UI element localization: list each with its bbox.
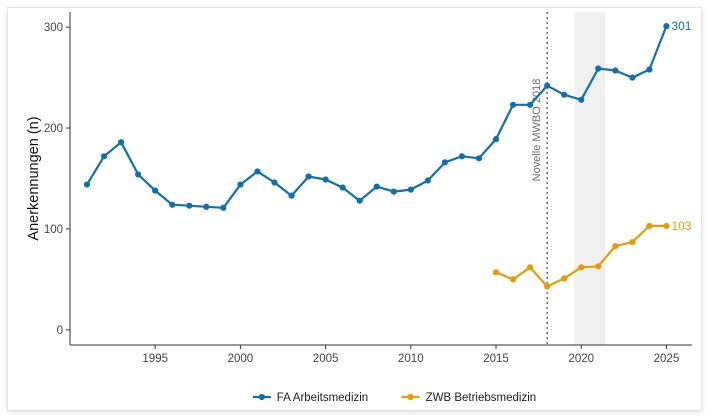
data-point	[544, 283, 551, 290]
data-point	[339, 184, 346, 191]
novelle-annotation-label: Novelle MWBO 2018	[531, 79, 543, 182]
series-end-label: 301	[671, 19, 691, 33]
legend-key-point	[258, 393, 265, 401]
data-point	[305, 173, 312, 180]
data-point	[356, 197, 363, 204]
data-point	[578, 96, 585, 103]
data-point	[322, 176, 329, 183]
shaded-period	[574, 12, 606, 345]
data-point	[595, 263, 602, 270]
x-tick-label: 1995	[142, 353, 168, 365]
x-tick-label: 2000	[228, 353, 254, 365]
series-end-label: 103	[671, 219, 691, 233]
data-point	[118, 139, 125, 146]
data-point	[595, 65, 602, 72]
data-point	[169, 201, 176, 208]
data-point	[527, 264, 534, 271]
data-point	[254, 168, 261, 175]
data-point	[561, 275, 568, 282]
data-point	[544, 82, 551, 89]
data-point	[629, 74, 636, 81]
data-point	[492, 269, 500, 276]
data-point	[629, 238, 636, 246]
y-axis-title: Anerkennungen (n)	[26, 116, 42, 240]
data-point	[646, 222, 653, 230]
y-tick-label: 0	[57, 325, 63, 337]
data-point	[390, 188, 397, 195]
x-tick-label: 2010	[398, 353, 424, 365]
legend-key-point	[407, 393, 414, 401]
data-point	[612, 243, 619, 250]
data-point	[288, 192, 295, 199]
data-point	[100, 153, 108, 160]
data-point	[220, 204, 227, 211]
data-point	[578, 264, 585, 271]
data-point	[509, 276, 517, 283]
data-point	[407, 186, 414, 193]
x-tick-label: 2015	[483, 353, 509, 365]
y-tick-label: 300	[44, 22, 63, 34]
data-point	[424, 177, 431, 184]
data-point	[475, 155, 483, 162]
data-point	[492, 136, 500, 143]
data-point	[509, 101, 517, 108]
data-point	[646, 66, 653, 73]
data-point	[527, 101, 534, 108]
data-point	[203, 203, 210, 210]
data-point	[186, 202, 193, 209]
data-point	[612, 67, 619, 74]
x-tick-label: 2020	[568, 353, 594, 365]
x-tick-label: 2005	[313, 353, 339, 365]
data-point	[663, 222, 670, 230]
data-point	[458, 153, 466, 160]
data-point	[663, 23, 670, 30]
y-tick-label: 100	[44, 224, 63, 236]
legend-label: FA Arbeitsmedizin	[277, 392, 368, 404]
data-point	[152, 187, 159, 194]
legend-label: ZWB Betriebsmedizin	[426, 392, 537, 404]
x-tick-label: 2025	[654, 353, 680, 365]
data-point	[237, 181, 244, 188]
data-point	[441, 159, 449, 166]
y-tick-label: 200	[44, 123, 63, 135]
data-point	[135, 171, 142, 178]
data-point	[83, 181, 91, 188]
data-point	[271, 179, 278, 186]
data-point	[373, 183, 380, 190]
data-point	[561, 91, 568, 98]
